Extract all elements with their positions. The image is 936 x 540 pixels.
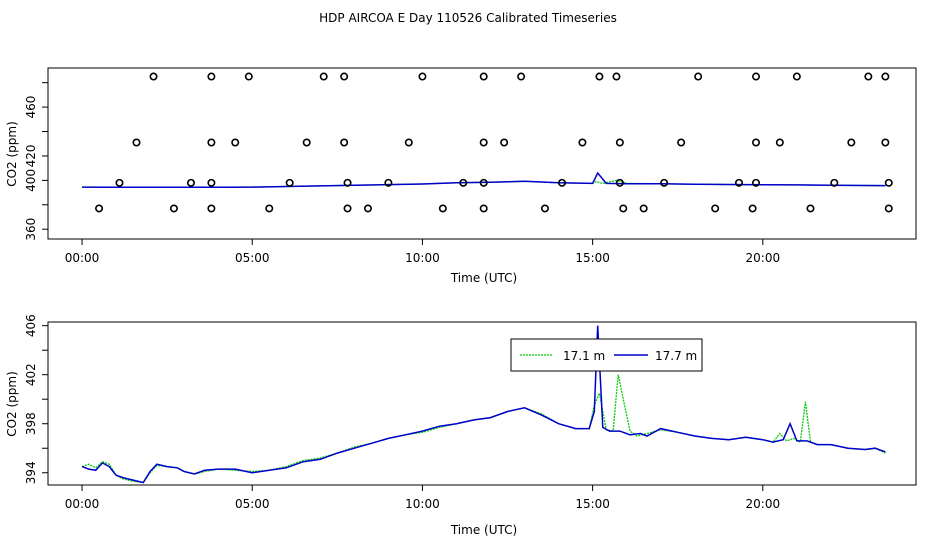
x-tick-label: 20:00: [746, 497, 781, 511]
data-point: [677, 138, 686, 147]
data-point: [479, 204, 488, 213]
data-point: [207, 204, 216, 213]
y-tick-label: 398: [24, 412, 38, 435]
y-tick-label: 394: [24, 461, 38, 484]
panel-top: 00:00 05:00 10:00 15:00 20:00 360 400 420 460 T…: [5, 67, 917, 285]
data-point: [207, 72, 216, 81]
panel-bottom: 00:00 05:00 10:00 15:00 20:00 394 398 402 406 T…: [5, 314, 917, 537]
data-point: [500, 138, 509, 147]
y-axis-label: CO2 (ppm): [5, 371, 19, 437]
y-axis-label: CO2 (ppm): [5, 121, 19, 187]
data-point: [459, 178, 468, 187]
legend: 17.1 m 17.7 m: [510, 338, 703, 372]
data-point: [438, 204, 447, 213]
series-line-blue: [81, 325, 886, 484]
data-point: [479, 138, 488, 147]
x-tick-label: 05:00: [235, 251, 270, 265]
y-tick-label: 360: [24, 218, 38, 241]
x-tick-label: 15:00: [575, 497, 610, 511]
data-point: [302, 138, 311, 147]
data-point: [115, 178, 124, 187]
plot-frame: [47, 321, 917, 486]
x-tick-label: 05:00: [235, 497, 270, 511]
data-point: [479, 178, 488, 187]
data-point: [748, 204, 757, 213]
data-point: [595, 72, 604, 81]
x-tick-label: 10:00: [405, 251, 440, 265]
data-point: [517, 72, 526, 81]
data-point: [557, 178, 566, 187]
data-point: [231, 138, 240, 147]
data-point: [95, 204, 104, 213]
data-point: [207, 178, 216, 187]
chart-title: HDP AIRCOA E Day 110526 Calibrated Times…: [319, 11, 617, 25]
data-point: [169, 204, 178, 213]
data-point: [479, 72, 488, 81]
data-point: [186, 178, 195, 187]
data-point: [847, 138, 856, 147]
data-point: [881, 72, 890, 81]
plot-frame: [47, 67, 917, 240]
x-axis-label: Time (UTC): [450, 271, 517, 285]
data-point: [639, 204, 648, 213]
data-point: [132, 138, 141, 147]
data-point: [615, 138, 624, 147]
data-point: [711, 204, 720, 213]
data-point: [612, 72, 621, 81]
data-point: [343, 178, 352, 187]
data-point: [285, 178, 294, 187]
data-point: [404, 138, 413, 147]
data-point: [734, 178, 743, 187]
data-point: [384, 178, 393, 187]
data-point: [244, 72, 253, 81]
legend-label: 17.7 m: [655, 349, 697, 363]
data-point: [694, 72, 703, 81]
data-point: [775, 138, 784, 147]
data-point: [806, 204, 815, 213]
data-point: [792, 72, 801, 81]
y-tick-label: 406: [24, 314, 38, 337]
legend-label: 17.1 m: [563, 349, 605, 363]
y-tick-label: 460: [24, 96, 38, 119]
data-point: [752, 72, 761, 81]
y-tick-label: 420: [24, 144, 38, 167]
data-point: [340, 72, 349, 81]
data-point: [578, 138, 587, 147]
data-point: [884, 178, 893, 187]
y-tick-label: 400: [24, 169, 38, 192]
x-tick-label: 15:00: [575, 251, 610, 265]
data-point: [265, 204, 274, 213]
series-line-blue: [81, 171, 886, 189]
x-tick-label: 00:00: [65, 497, 100, 511]
data-point: [343, 204, 352, 213]
x-axis-label: Time (UTC): [450, 523, 517, 537]
data-point: [319, 72, 328, 81]
data-point: [752, 178, 761, 187]
data-point: [881, 138, 890, 147]
x-tick-label: 10:00: [405, 497, 440, 511]
data-point: [830, 178, 839, 187]
data-point: [340, 138, 349, 147]
data-point: [615, 178, 624, 187]
data-point: [540, 204, 549, 213]
data-point: [207, 138, 216, 147]
y-tick-label: 402: [24, 363, 38, 386]
data-point: [752, 138, 761, 147]
data-point: [660, 178, 669, 187]
data-point: [619, 204, 628, 213]
x-tick-label: 00:00: [65, 251, 100, 265]
data-point: [884, 204, 893, 213]
series-line-green: [81, 374, 886, 484]
data-point: [363, 204, 372, 213]
data-point: [418, 72, 427, 81]
x-tick-label: 20:00: [746, 251, 781, 265]
data-point: [864, 72, 873, 81]
data-point: [149, 72, 158, 81]
